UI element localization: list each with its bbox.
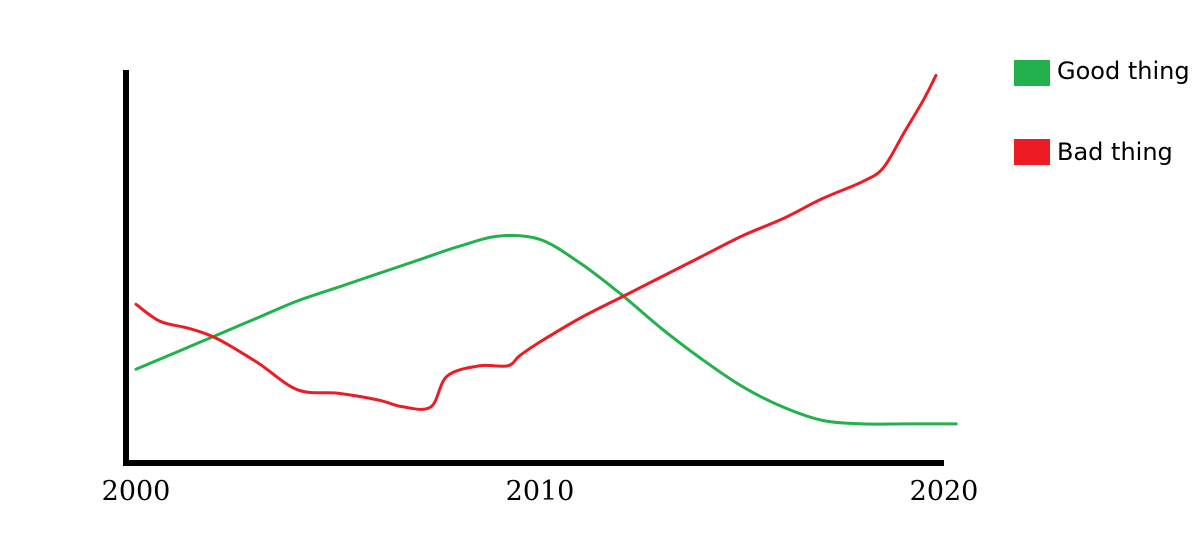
series-line-bad (134, 73, 938, 411)
legend-swatch-bad (1014, 139, 1050, 165)
legend: Good thing Bad thing (1014, 57, 1190, 166)
plot-area: 2000 2010 2020 (102, 70, 979, 507)
legend-item-good: Good thing (1014, 57, 1190, 86)
x-tick-label: 2010 (506, 476, 575, 507)
legend-swatch-good (1014, 60, 1050, 86)
legend-label-good: Good thing (1057, 57, 1190, 85)
legend-label-bad: Bad thing (1057, 138, 1173, 166)
series-line-good (134, 233, 958, 426)
x-tick-label: 2020 (910, 476, 979, 507)
legend-item-bad: Bad thing (1014, 138, 1173, 166)
x-tick-labels: 2000 2010 2020 (102, 476, 979, 507)
series-layer (134, 73, 958, 426)
x-tick-label: 2000 (102, 476, 171, 507)
